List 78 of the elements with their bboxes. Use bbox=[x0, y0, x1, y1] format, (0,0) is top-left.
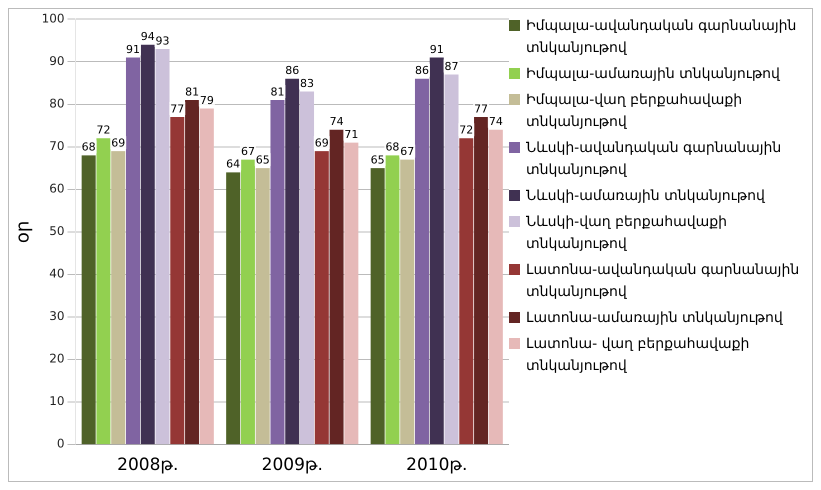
bar bbox=[256, 168, 270, 444]
data-label: 67 bbox=[240, 144, 255, 158]
data-label: 81 bbox=[270, 85, 284, 98]
bar bbox=[82, 155, 96, 444]
bar bbox=[444, 74, 459, 444]
legend-label: Նևսկի-ավանդական գարնանային տնկանյութով bbox=[526, 139, 782, 180]
data-label: 87 bbox=[444, 60, 459, 73]
bar bbox=[488, 130, 503, 444]
legend-label: Լատոնա-ամառային տնկանյութով bbox=[526, 309, 783, 328]
x-tick-label: 2010թ. bbox=[406, 455, 468, 476]
data-label: 86 bbox=[414, 64, 429, 78]
bar bbox=[156, 48, 170, 444]
bar bbox=[330, 130, 344, 444]
data-label: 72 bbox=[459, 124, 474, 137]
bar bbox=[126, 57, 140, 444]
legend-label: Լատոնա- վաղ բերքահավաքի տնկանյութով bbox=[526, 335, 750, 376]
bar bbox=[344, 142, 358, 444]
data-label: 68 bbox=[82, 140, 96, 154]
data-label: 74 bbox=[488, 115, 503, 128]
bar bbox=[270, 100, 284, 444]
data-label: 93 bbox=[156, 34, 170, 48]
bar bbox=[459, 138, 474, 444]
y-tick-label: 10 bbox=[49, 394, 65, 408]
data-label: 77 bbox=[474, 102, 488, 116]
data-label: 71 bbox=[344, 128, 358, 141]
bar bbox=[140, 44, 155, 444]
data-label: 72 bbox=[96, 124, 110, 137]
data-label: 77 bbox=[170, 102, 184, 116]
bar bbox=[385, 155, 400, 444]
y-tick-label: 60 bbox=[49, 181, 65, 196]
legend-label: Նևսկի-վաղ բերքահավաքի տնկանյութով bbox=[526, 213, 728, 254]
bar bbox=[400, 160, 414, 444]
bar bbox=[240, 160, 255, 444]
data-label: 68 bbox=[385, 140, 400, 154]
data-label: 69 bbox=[111, 136, 126, 150]
data-label: 94 bbox=[140, 30, 155, 44]
bar bbox=[226, 172, 240, 444]
bar bbox=[414, 78, 429, 444]
bar bbox=[430, 57, 444, 444]
legend-label: Լատոնա-ավանդական գարնանային տնկանյութով bbox=[526, 261, 800, 302]
data-label: 69 bbox=[314, 136, 329, 150]
data-label: 65 bbox=[370, 153, 385, 166]
legend-label: Իմպալա-ավանդական գարնանային տնկանյութով bbox=[526, 17, 798, 58]
y-tick-label: 50 bbox=[49, 224, 65, 238]
y-tick-label: 0 bbox=[56, 436, 65, 451]
y-tick-label: 80 bbox=[49, 96, 65, 110]
data-label: 81 bbox=[185, 85, 200, 98]
bar bbox=[96, 138, 110, 444]
data-label: 86 bbox=[285, 64, 300, 78]
bar bbox=[300, 92, 314, 444]
data-label: 91 bbox=[126, 42, 140, 56]
bar bbox=[185, 100, 200, 444]
x-tick-label: 2009թ. bbox=[262, 455, 323, 476]
legend-label: Նևսկի-ամառային տնկանյութով bbox=[526, 187, 765, 206]
bar bbox=[474, 117, 488, 444]
y-tick-label: 30 bbox=[49, 309, 65, 324]
data-label: 65 bbox=[256, 153, 270, 166]
bar bbox=[111, 151, 126, 444]
y-tick-label: 90 bbox=[49, 54, 65, 68]
data-label: 67 bbox=[400, 144, 414, 158]
data-label: 91 bbox=[430, 42, 444, 56]
y-tick-label: 40 bbox=[49, 266, 65, 281]
x-tick-label: 2008թ. bbox=[117, 455, 178, 476]
data-label: 64 bbox=[226, 158, 240, 171]
y-tick-label: 20 bbox=[49, 352, 65, 366]
bar bbox=[200, 108, 214, 444]
y-tick-label: 70 bbox=[49, 138, 65, 153]
legend-label: Իմպալա-ամառային տնկանյութով bbox=[526, 65, 780, 84]
bar bbox=[314, 151, 329, 444]
data-label: 83 bbox=[300, 76, 314, 90]
bar bbox=[170, 117, 184, 444]
bar bbox=[285, 78, 300, 444]
legend-label: Իմպալա-վաղ բերքահավաքի տնկանյութով bbox=[526, 91, 744, 132]
data-label: 74 bbox=[330, 115, 344, 128]
data-label: 79 bbox=[200, 94, 214, 107]
bar bbox=[370, 168, 385, 444]
y-tick-label: 100 bbox=[42, 11, 65, 26]
y-axis-title: օր bbox=[12, 220, 34, 244]
